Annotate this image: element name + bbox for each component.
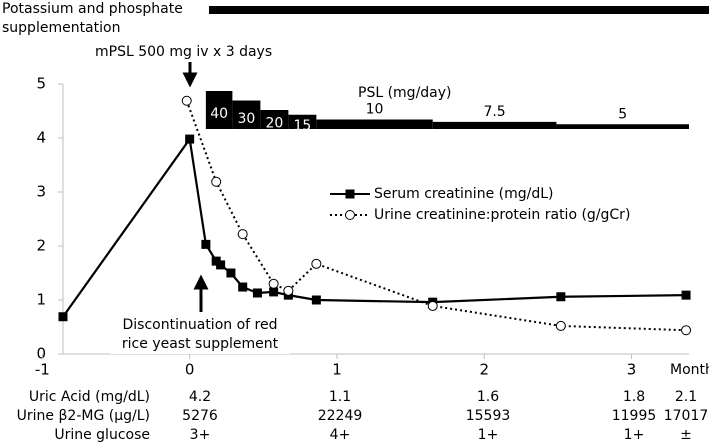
marker <box>427 300 438 311</box>
table-cell: 5276 <box>182 408 218 424</box>
table-cell: 17017 <box>664 408 709 424</box>
table-row-label: Uric Acid (mg/dL) <box>29 389 150 405</box>
table-cell: 1+ <box>478 427 499 443</box>
marker <box>311 295 321 305</box>
y-tick-label: 0 <box>36 345 46 363</box>
marker <box>556 292 566 302</box>
marker <box>555 320 566 331</box>
psl-bar <box>556 124 689 129</box>
marker <box>268 278 279 289</box>
psl-bar <box>432 121 557 129</box>
legend-label: Urine creatinine:protein ratio (g/gCr) <box>374 207 630 223</box>
psl-bar <box>205 91 233 129</box>
y-tick-label: 1 <box>36 291 46 309</box>
table-row-label: Urine glucose <box>54 427 150 443</box>
legend-marker <box>345 210 355 220</box>
table-cell: 15593 <box>466 408 511 424</box>
psl-dose-label: 20 <box>265 116 283 132</box>
marker <box>311 258 322 269</box>
marker <box>269 287 279 297</box>
series-line <box>185 100 687 332</box>
y-tick-label: 3 <box>36 183 46 201</box>
marker <box>681 290 691 300</box>
psl-dose-label: 10 <box>366 102 384 118</box>
y-tick-label: 2 <box>36 237 46 255</box>
mpsl-label: mPSL 500 mg iv x 3 days <box>95 44 272 60</box>
table-cell: 4.2 <box>189 389 211 405</box>
table-cell: 3+ <box>190 427 211 443</box>
marker <box>211 176 222 187</box>
psl-dose-label: 15 <box>293 118 311 134</box>
legend-marker <box>345 189 355 199</box>
table-cell: 1.1 <box>329 389 351 405</box>
x-tick-label: -1 <box>35 361 50 379</box>
x-tick-label: 3 <box>627 361 637 379</box>
psl-bar <box>232 100 261 129</box>
y-tick-label: 5 <box>36 75 46 93</box>
psl-dose-label: 40 <box>210 106 228 122</box>
y-tick-label: 4 <box>36 129 46 147</box>
marker <box>681 325 692 336</box>
marker <box>237 229 248 240</box>
marker <box>216 260 226 270</box>
psl-label: PSL (mg/day) <box>358 85 452 101</box>
marker <box>181 95 192 106</box>
marker <box>238 282 248 292</box>
series-line <box>62 136 687 318</box>
x-tick-label: 1 <box>332 361 342 379</box>
x-tick-label: 2 <box>479 361 489 379</box>
table-cell: 4+ <box>330 427 351 443</box>
marker <box>58 312 68 322</box>
table-cell: 1.6 <box>477 389 499 405</box>
psl-bar <box>288 114 317 129</box>
marker <box>252 288 262 298</box>
table-cell: 22249 <box>318 408 363 424</box>
table-cell: 1.8 <box>623 389 645 405</box>
legend-label: Serum creatinine (mg/dL) <box>374 186 553 202</box>
marker <box>283 285 294 296</box>
psl-bar <box>260 110 289 129</box>
x-tick-label: 0 <box>185 361 195 379</box>
marker <box>185 134 195 144</box>
table-row-label: Urine β2-MG (μg/L) <box>17 408 150 424</box>
marker <box>226 268 236 278</box>
psl-dose-label: 7.5 <box>483 104 505 120</box>
psl-bar <box>316 119 433 129</box>
psl-dose-label: 30 <box>237 111 255 127</box>
table-cell: 11995 <box>612 408 657 424</box>
discontinuation-text: Discontinuation of red rice yeast supple… <box>110 316 290 354</box>
marker <box>201 239 211 249</box>
supplement-text: Potassium and phosphate supplementation <box>2 0 202 38</box>
table-cell: 1+ <box>624 427 645 443</box>
psl-dose-label: 5 <box>618 106 627 122</box>
x-axis-label: Months <box>670 362 709 378</box>
table-cell: ± <box>680 427 692 443</box>
table-cell: 2.1 <box>675 389 697 405</box>
